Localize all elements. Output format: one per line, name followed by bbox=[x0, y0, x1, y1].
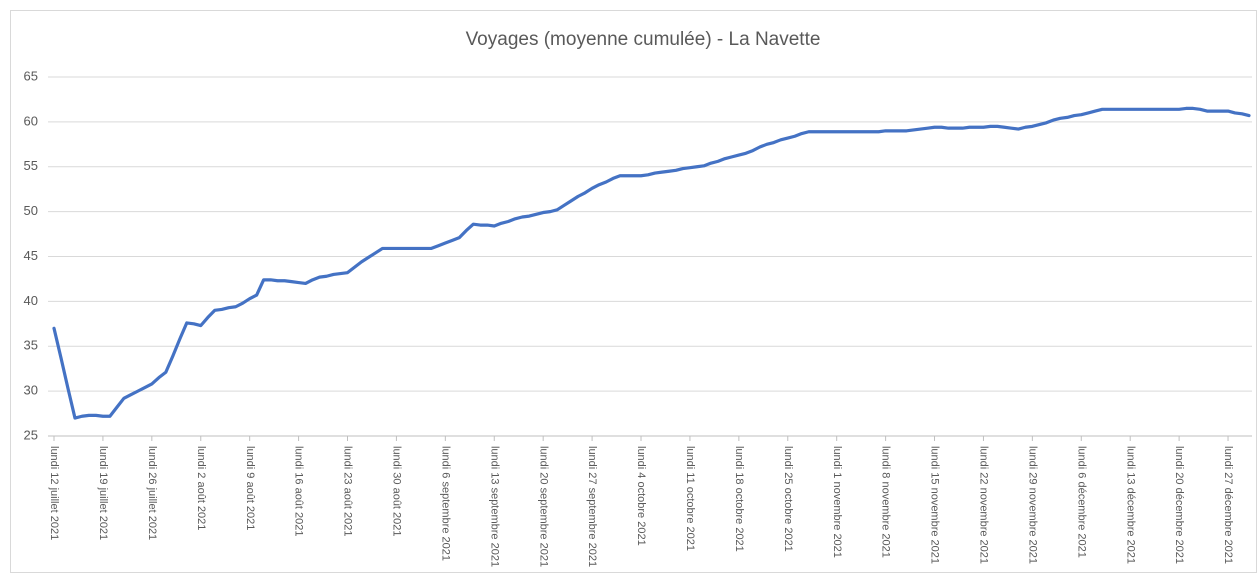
x-tick-label: lundi 23 août 2021 bbox=[342, 446, 354, 537]
x-tick-label: lundi 22 novembre 2021 bbox=[978, 446, 990, 564]
x-tick-label: lundi 11 octobre 2021 bbox=[684, 446, 696, 551]
x-tick-label: lundi 16 août 2021 bbox=[293, 446, 305, 537]
x-tick-label: lundi 27 septembre 2021 bbox=[586, 446, 598, 567]
x-tick-label: lundi 1 novembre 2021 bbox=[831, 446, 843, 558]
x-tick-label: lundi 19 juillet 2021 bbox=[97, 446, 109, 540]
y-tick-label: 55 bbox=[24, 158, 38, 173]
x-tick-label: lundi 15 novembre 2021 bbox=[929, 446, 941, 564]
x-tick-label: lundi 20 septembre 2021 bbox=[537, 446, 549, 567]
x-tick-label: lundi 25 octobre 2021 bbox=[782, 446, 794, 552]
x-tick-label: lundi 9 août 2021 bbox=[244, 446, 256, 530]
x-tick-label: lundi 4 octobre 2021 bbox=[635, 446, 647, 546]
x-tick-label: lundi 6 décembre 2021 bbox=[1075, 446, 1087, 558]
y-tick-label: 40 bbox=[24, 293, 38, 308]
x-tick-label: lundi 13 septembre 2021 bbox=[488, 446, 500, 567]
x-tick-label: lundi 30 août 2021 bbox=[391, 446, 403, 537]
x-tick-label: lundi 27 décembre 2021 bbox=[1222, 446, 1234, 564]
x-tick-label: lundi 29 novembre 2021 bbox=[1026, 446, 1038, 564]
y-tick-label: 35 bbox=[24, 338, 38, 353]
chart-title: Voyages (moyenne cumulée) - La Navette bbox=[466, 29, 821, 50]
x-tick-label: lundi 18 octobre 2021 bbox=[733, 446, 745, 552]
x-tick-label: lundi 13 décembre 2021 bbox=[1124, 446, 1136, 564]
x-tick-label: lundi 20 décembre 2021 bbox=[1173, 446, 1185, 564]
y-tick-label: 45 bbox=[24, 248, 38, 263]
x-tick-label: lundi 6 septembre 2021 bbox=[439, 446, 451, 561]
y-tick-label: 25 bbox=[24, 427, 38, 442]
y-tick-label: 30 bbox=[24, 383, 38, 398]
x-tick-label: lundi 8 novembre 2021 bbox=[880, 446, 892, 558]
x-tick-label: lundi 26 juillet 2021 bbox=[146, 446, 158, 540]
x-tick-label: lundi 12 juillet 2021 bbox=[48, 446, 60, 540]
x-tick-label: lundi 2 août 2021 bbox=[195, 446, 207, 530]
y-tick-label: 65 bbox=[24, 68, 38, 83]
y-tick-label: 60 bbox=[24, 113, 38, 128]
y-tick-label: 50 bbox=[24, 203, 38, 218]
data-line bbox=[52, 106, 1251, 420]
